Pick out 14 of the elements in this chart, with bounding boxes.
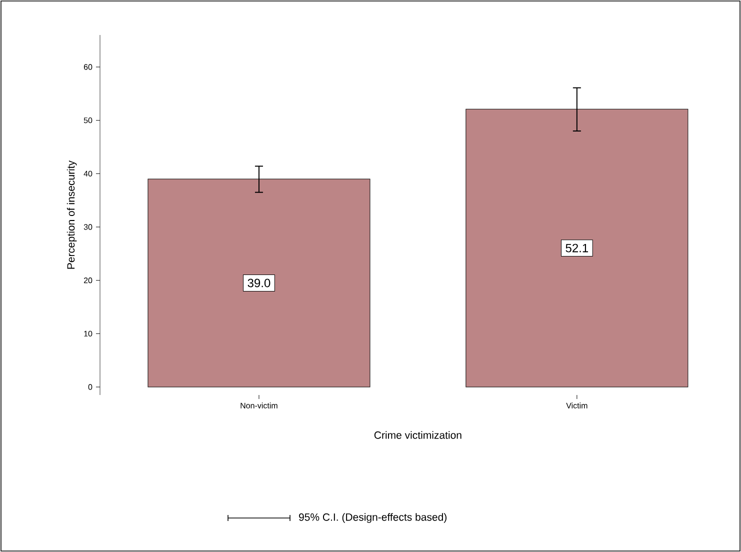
y-tick-label: 60 xyxy=(84,64,92,70)
x-axis-title: Crime victimization xyxy=(374,431,462,439)
y-tick-label: 10 xyxy=(84,330,92,336)
text: 95% C.I. (Design-effects based) xyxy=(299,513,446,523)
data-label: 52.1 xyxy=(566,244,588,252)
data-label: 39.0 xyxy=(248,278,270,288)
y-tick-label: 20 xyxy=(84,278,92,284)
y-tick-label: 30 xyxy=(84,224,92,230)
y-tick-label: 40 xyxy=(84,170,92,176)
y-axis-title: Perception of insecurity xyxy=(66,160,77,269)
x-tick-label: Non-victim xyxy=(240,402,278,408)
x-tick-label: Victim xyxy=(566,402,588,408)
y-tick-label: 50 xyxy=(84,117,92,124)
y-tick-label: 0 xyxy=(88,384,92,390)
